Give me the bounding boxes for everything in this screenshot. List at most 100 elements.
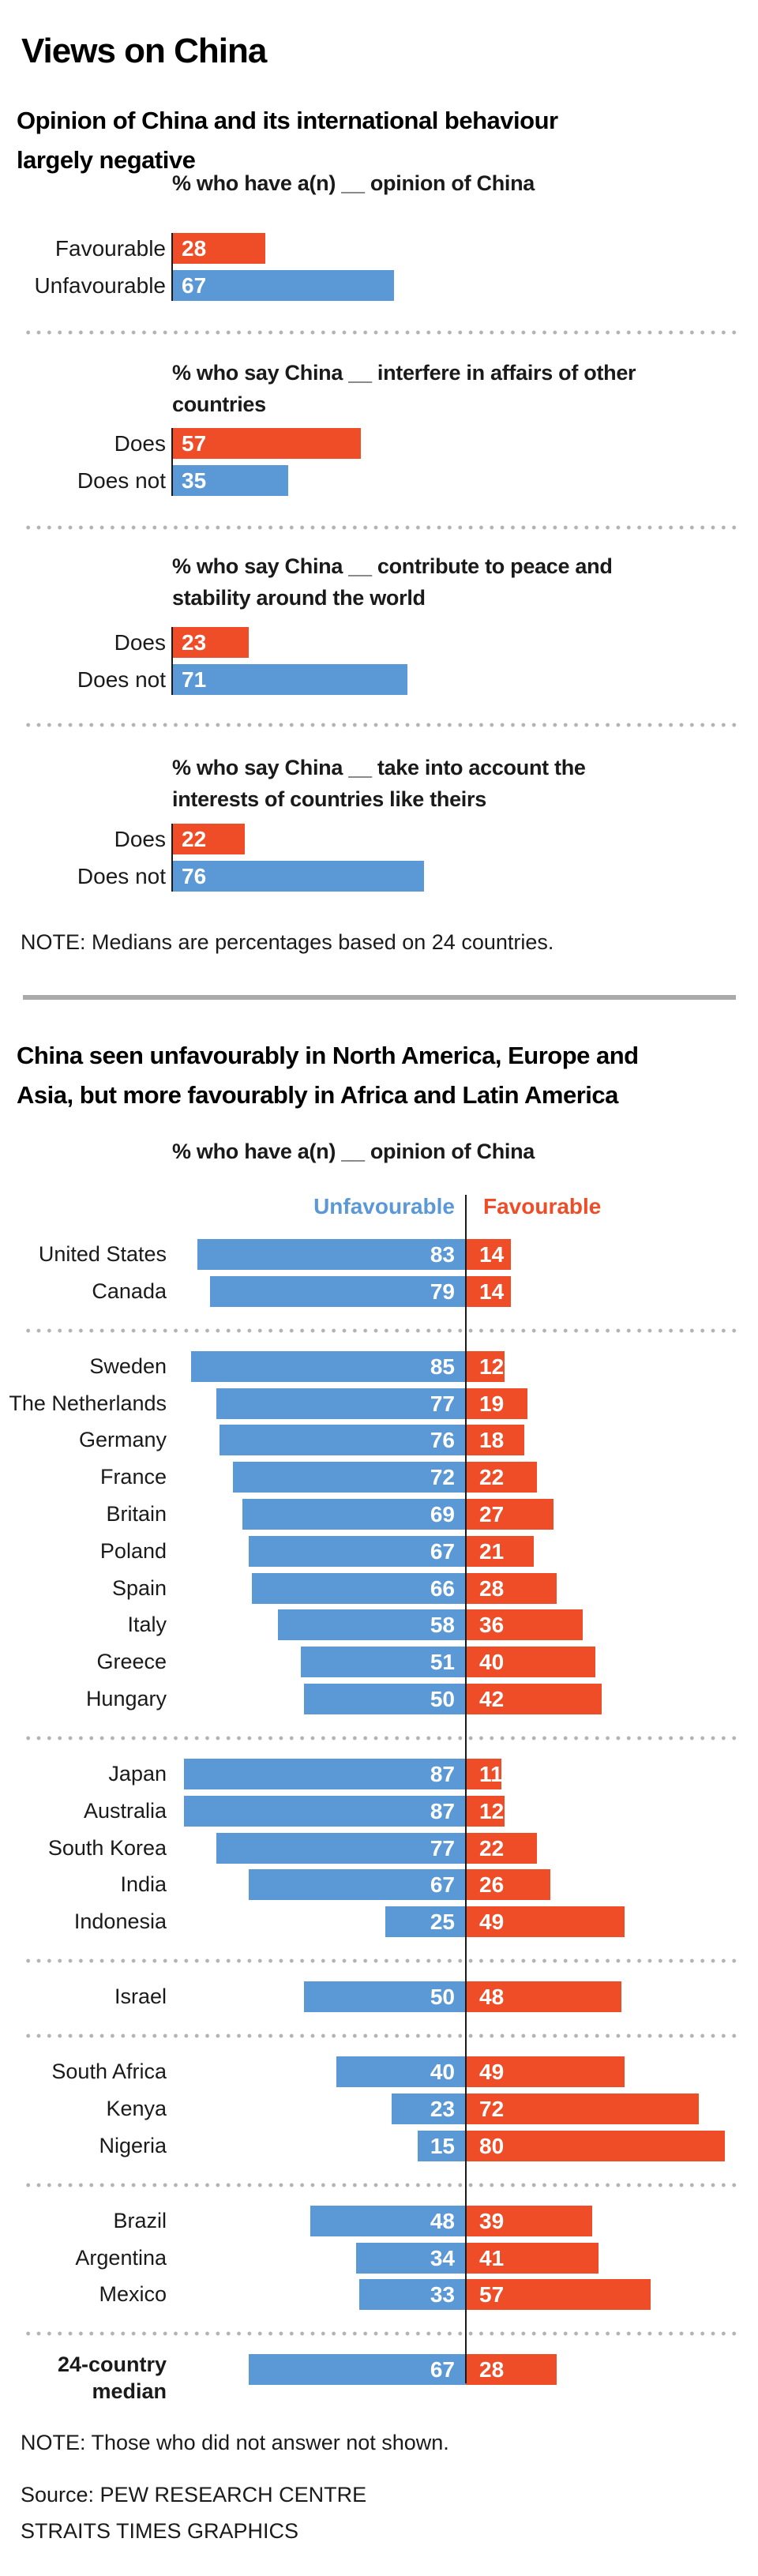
question-title: % who say China __ contribute to peace a… [172, 550, 725, 614]
bar-value-label: 18 [479, 1428, 505, 1452]
bar-value-label: 22 [479, 1836, 505, 1861]
country-label-line: 24-country [57, 2353, 167, 2376]
section1-title: Opinion of China and its international b… [17, 101, 743, 180]
bar-unfavourable: 69 [242, 1499, 466, 1530]
bar-value-label: 67 [430, 2357, 455, 2382]
bar-favourable: 57 [466, 2279, 651, 2310]
bar-value-label: 33 [430, 2282, 455, 2307]
bar-favourable: 14 [466, 1276, 512, 1307]
dotted-separator [23, 1736, 737, 1740]
bar-value-label: 19 [479, 1391, 505, 1416]
bar-value-label: 48 [479, 1985, 505, 2009]
bar-unfavourable: 71 [172, 664, 408, 695]
country-label: Israel [114, 1985, 167, 2008]
bar-value-label: 11 [479, 1762, 503, 1786]
dotted-separator [23, 2033, 737, 2039]
bar-value-label: 36 [479, 1613, 505, 1637]
bar-value-label: 87 [430, 1799, 455, 1823]
bar-value-label: 69 [430, 1502, 455, 1526]
bar-unfavourable: 50 [304, 1981, 466, 2012]
bar-value-label: 12 [479, 1799, 505, 1823]
bar-value-label: 76 [430, 1428, 455, 1452]
bar-value-label: 50 [430, 1687, 455, 1711]
question-title-line: % who say China __ interfere in affairs … [172, 361, 636, 385]
bar-value-label: 23 [182, 630, 207, 655]
bar-value-label: 79 [430, 1279, 455, 1304]
question-title: % who say China __ interfere in affairs … [172, 357, 725, 420]
bar-unfavourable: 77 [216, 1388, 466, 1419]
bar-favourable: 72 [466, 2093, 700, 2124]
section1-title-line: Opinion of China and its international b… [17, 107, 558, 134]
country-label: Hungary [85, 1687, 167, 1710]
section1-note: NOTE: Medians are percentages based on 2… [21, 930, 554, 954]
country-label: Nigeria [99, 2134, 167, 2157]
bar-favourable: 11 [466, 1759, 503, 1789]
bar-favourable: 19 [466, 1388, 527, 1419]
bar-favourable: 42 [466, 1684, 602, 1714]
country-label: Australia [83, 1799, 167, 1823]
country-label: Sweden [89, 1354, 167, 1378]
country-label: Brazil [113, 2209, 167, 2232]
bar-value-label: 48 [430, 2209, 455, 2233]
bar-unfavourable: 87 [184, 1759, 466, 1789]
country-label: Kenya [106, 2097, 167, 2120]
bar-value-label: 49 [479, 1909, 505, 1934]
bar-value-label: 76 [182, 864, 207, 888]
bar-favourable: 23 [172, 627, 249, 658]
bar-value-label: 14 [479, 1279, 505, 1304]
bar-unfavourable: 58 [278, 1609, 466, 1640]
dotted-separator [23, 1958, 737, 1964]
bar-favourable: 14 [466, 1239, 512, 1270]
axis-line [171, 824, 173, 892]
bar-category-label: Does [114, 431, 166, 456]
bar-value-label: 67 [430, 1872, 455, 1897]
bar-value-label: 41 [479, 2246, 505, 2270]
bar-favourable: 22 [466, 1833, 538, 1864]
country-label: South Korea [47, 1836, 167, 1860]
bar-value-label: 51 [430, 1650, 455, 1674]
bar-favourable: 28 [466, 1573, 557, 1604]
question-title-line: % who have a(n) __ opinion of China [172, 171, 535, 195]
section-divider [23, 995, 736, 1000]
country-label: Canada [92, 1279, 167, 1303]
bar-unfavourable: 67 [249, 1536, 466, 1567]
country-label: Japan [108, 1762, 167, 1786]
bar-category-label: Favourable [54, 236, 166, 261]
bar-value-label: 58 [430, 1613, 455, 1637]
bar-value-label: 22 [479, 1465, 505, 1489]
bar-value-label: 80 [479, 2134, 505, 2158]
bar-value-label: 87 [430, 1762, 455, 1786]
bar-value-label: 66 [430, 1576, 455, 1601]
bar-favourable: 57 [172, 428, 362, 459]
bar-favourable: 27 [466, 1499, 553, 1530]
bar-favourable: 28 [466, 2354, 557, 2385]
question-title-line: % who say China __ contribute to peace a… [172, 554, 613, 578]
bar-unfavourable: 87 [184, 1796, 466, 1827]
bar-value-label: 67 [430, 1539, 455, 1564]
bar-unfavourable: 66 [252, 1573, 466, 1604]
bar-favourable: 80 [466, 2131, 725, 2161]
dotted-separator [23, 525, 737, 530]
bar-value-label: 40 [430, 2060, 455, 2084]
bar-value-label: 71 [182, 667, 207, 692]
country-label: 24-country median [9, 2351, 167, 2405]
question-title-line: countries [172, 392, 266, 416]
bar-unfavourable: 85 [190, 1351, 466, 1382]
bar-value-label: 50 [430, 1985, 455, 2009]
bar-value-label: 25 [430, 1909, 455, 1934]
section2-subtitle: % who have a(n) __ opinion of China [172, 1140, 535, 1163]
bar-unfavourable: 79 [210, 1276, 466, 1307]
bar-value-label: 14 [479, 1242, 505, 1267]
bar-value-label: 49 [479, 2060, 505, 2084]
bar-value-label: 83 [430, 1242, 455, 1267]
bar-value-label: 40 [479, 1650, 505, 1674]
bar-value-label: 72 [479, 2097, 505, 2121]
dotted-separator [23, 330, 737, 335]
country-label: South Africa [51, 2060, 167, 2083]
bar-favourable: 49 [466, 2056, 625, 2087]
bar-value-label: 72 [430, 1465, 455, 1489]
bar-value-label: 39 [479, 2209, 505, 2233]
bar-value-label: 85 [430, 1354, 455, 1379]
bar-unfavourable: 50 [304, 1684, 466, 1714]
country-label: Mexico [99, 2282, 167, 2306]
